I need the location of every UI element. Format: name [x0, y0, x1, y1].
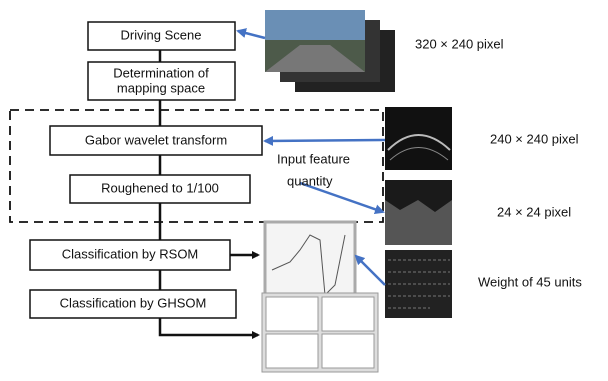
node-label: Classification by RSOM: [62, 246, 199, 261]
blue-arrow: [265, 140, 385, 141]
note: Weight of 45 units: [478, 274, 582, 289]
weights-image: [385, 250, 452, 318]
note: Input feature: [277, 151, 350, 166]
node-label: Driving Scene: [121, 27, 202, 42]
gabor-image: [385, 107, 452, 170]
blue-arrow: [356, 256, 385, 285]
roughened-image: [385, 180, 452, 245]
node-label: mapping space: [117, 80, 205, 95]
node-label: Classification by GHSOM: [60, 295, 207, 310]
driving-scene-images: [265, 10, 395, 92]
note: quantity: [287, 173, 333, 188]
node-label: Determination of: [113, 65, 209, 80]
note: 320 × 240 pixel: [415, 36, 504, 51]
note: 24 × 24 pixel: [497, 204, 571, 219]
node-label: Roughened to 1/100: [101, 180, 219, 195]
diagram: Driving Scene Determination of mapping s…: [0, 0, 608, 376]
blue-arrow: [238, 31, 265, 38]
ghsom-grid: [262, 293, 378, 372]
node-label: Gabor wavelet transform: [85, 132, 227, 147]
note: 240 × 240 pixel: [490, 131, 579, 146]
